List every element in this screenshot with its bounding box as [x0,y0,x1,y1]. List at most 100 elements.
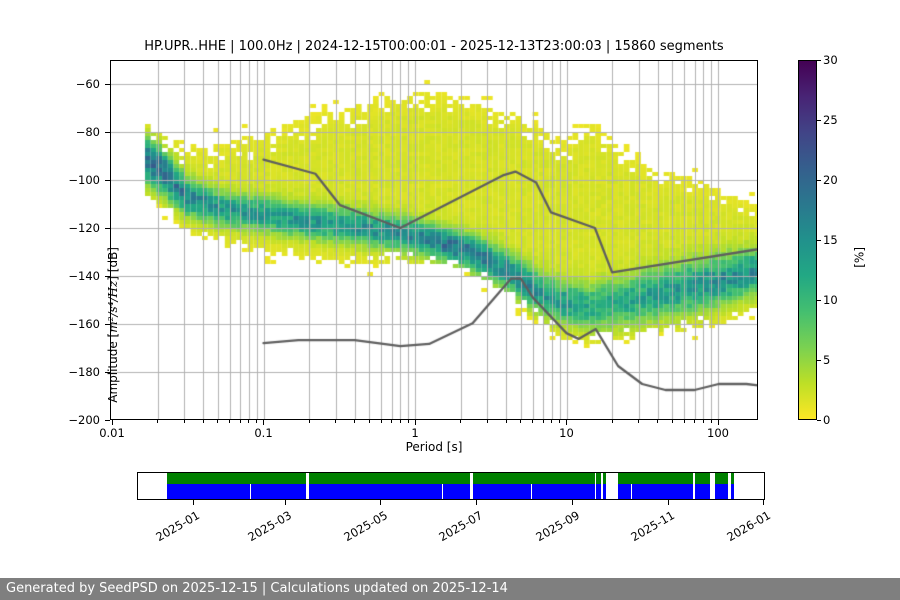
x-tick-mark [263,420,264,425]
timeline-segment-availability-blue [632,484,694,499]
timeline-tick-label: 2025-03 [245,508,295,545]
y-tick-label: −100 [68,173,100,187]
timeline-segment-coverage-green [166,473,306,484]
timeline-tick-mark [284,500,286,505]
x-tick-label: 0.01 [99,426,125,440]
colorbar-tick-label: 15 [823,233,838,247]
x-minor-tick-mark [229,420,231,423]
timeline-segment-availability-blue [694,484,711,499]
timeline-segment-availability-blue [443,484,470,499]
timeline-segment-availability-blue [596,484,602,499]
footer-bar: Generated by SeedPSD on 2025-12-15 | Cal… [0,578,900,600]
x-tick-label: 0.1 [254,426,273,440]
main-axes-border [110,60,758,420]
timeline-segment-coverage-green [596,473,602,484]
timeline-tick-mark [380,500,382,505]
y-tick-label: −80 [75,125,100,139]
x-tick-label: 100 [707,426,729,440]
colorbar-tick-mark [817,59,821,61]
timeline-segment-availability-blue [618,484,631,499]
y-tick-mark [105,227,110,229]
colorbar-tick-label: 30 [823,53,838,67]
x-minor-tick-mark [683,420,685,423]
x-tick-mark [566,420,567,425]
x-minor-tick-mark [671,420,673,423]
timeline-tick-label: 2026-01 [723,508,773,545]
x-minor-tick-mark [217,420,219,423]
timeline-tick-label: 2025-11 [628,508,678,545]
x-minor-tick-mark [460,420,462,423]
y-tick-mark [105,83,110,85]
colorbar-tick-label: 25 [823,113,838,127]
y-tick-label: −160 [68,317,100,331]
ppsd-heatmap-canvas [110,60,758,420]
y-tick-mark [105,371,110,373]
x-minor-tick-mark [256,420,258,423]
timeline-segment-coverage-green [694,473,711,484]
timeline-segment-availability-blue [472,484,531,499]
timeline-tick-mark [572,500,574,505]
x-minor-tick-mark [399,420,401,423]
y-tick-label: −140 [68,269,100,283]
y-tick-mark [105,275,110,277]
colorbar-tick-mark [817,179,821,181]
timeline-tick-label: 2025-09 [533,508,582,545]
y-axis-label-math: m²/s⁴/Hz [105,280,120,333]
x-minor-tick-mark [335,420,337,423]
colorbar-tick-mark [817,359,821,361]
timeline-segment-coverage-green [308,473,470,484]
x-minor-tick-mark [202,420,204,423]
y-tick-mark [105,131,110,133]
x-minor-tick-mark [542,420,544,423]
x-minor-tick-mark [486,420,488,423]
y-tick-label: −200 [68,413,100,427]
x-minor-tick-mark [551,420,553,423]
x-tick-mark [414,420,416,425]
x-minor-tick-mark [380,420,382,423]
y-tick-label: −60 [75,77,100,91]
footer-text: Generated by SeedPSD on 2025-12-15 | Cal… [6,581,508,596]
y-axis-label-prefix: Amplitude [ [105,332,120,403]
colorbar-tick-mark [817,119,821,121]
timeline-segment-coverage-green [715,473,728,484]
timeline-segment-availability-blue [308,484,442,499]
x-minor-tick-mark [611,420,613,423]
timeline-tick-mark [475,500,477,505]
timeline-tick-mark [763,500,765,505]
colorbar-tick-label: 0 [823,413,831,427]
timeline-segment-coverage-green [730,473,734,484]
x-minor-tick-mark [657,420,659,423]
timeline-tick-mark [192,500,194,505]
timeline-segment-availability-blue [715,484,728,499]
x-minor-tick-mark [248,420,250,423]
x-tick-label: 1 [411,426,419,440]
timeline-segment-coverage-green [602,473,606,484]
x-minor-tick-mark [183,420,185,423]
y-tick-label: −120 [68,221,100,235]
x-tick-label: 10 [559,426,574,440]
x-minor-tick-mark [157,420,159,423]
colorbar-gradient [798,60,817,420]
x-minor-tick-mark [391,420,393,423]
x-axis-label: Period [s] [405,440,463,454]
colorbar-label: [%] [852,247,867,268]
x-minor-tick-mark [368,420,370,423]
timeline-segment-availability-blue [730,484,734,499]
x-minor-tick-mark [308,420,310,423]
timeline-segment-availability-blue [602,484,606,499]
x-minor-tick-mark [532,420,534,423]
colorbar-tick-label: 10 [823,293,838,307]
x-minor-tick-mark [520,420,522,423]
y-tick-mark [105,419,110,421]
y-axis-label: Amplitude [m²/s⁴/Hz] [dB] [106,247,120,403]
timeline-segment-availability-blue [166,484,250,499]
timeline-segment-availability-blue [251,484,306,499]
y-tick-mark [105,323,110,325]
x-minor-tick-mark [239,420,241,423]
timeline-segment-coverage-green [472,473,595,484]
y-tick-mark [105,179,110,181]
timeline-tick-mark [667,500,669,505]
timeline-segment-availability-blue [532,484,595,499]
colorbar-tick-label: 5 [823,353,831,367]
colorbar-tick-mark [817,299,821,301]
